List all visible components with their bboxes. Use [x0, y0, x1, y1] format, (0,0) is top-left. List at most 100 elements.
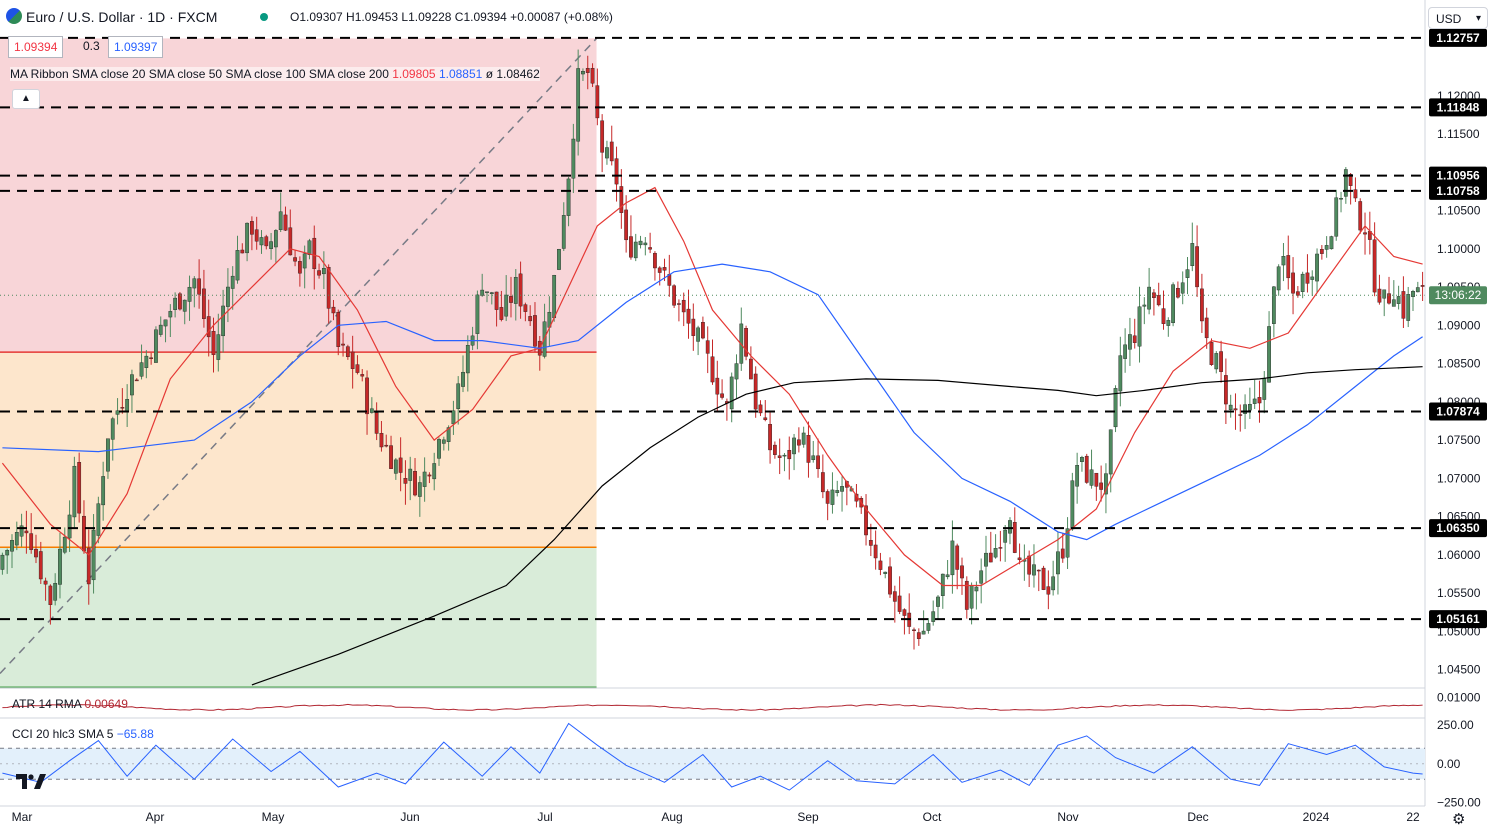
candle	[1262, 371, 1267, 414]
candle-body	[29, 533, 34, 550]
candle	[1060, 532, 1065, 563]
tradingview-logo-icon[interactable]	[16, 771, 48, 791]
level-price-label-bg	[1429, 181, 1487, 200]
candle	[1406, 286, 1411, 328]
x-tick-label: May	[262, 810, 285, 824]
atr-legend[interactable]: ATR 14 RMA 0.00649	[12, 697, 128, 711]
candle	[1204, 307, 1209, 349]
candle	[715, 360, 720, 412]
candle-body	[1147, 286, 1151, 310]
candle	[1104, 463, 1108, 514]
candle	[379, 420, 384, 452]
candle-body	[1003, 529, 1008, 543]
candle-body	[653, 252, 657, 269]
countdown-bg	[1429, 286, 1487, 305]
candle	[297, 256, 302, 287]
candle-body	[1046, 586, 1051, 595]
candle-body	[1224, 375, 1228, 405]
candle	[782, 453, 787, 472]
candle-body	[216, 334, 221, 360]
level-price-label: 1.11848	[1437, 100, 1480, 114]
candle-body	[840, 486, 844, 492]
candle-body	[1070, 480, 1075, 530]
candle	[38, 541, 43, 584]
candle	[1089, 449, 1094, 489]
candle-body	[605, 147, 609, 159]
candle	[1051, 560, 1056, 596]
candle-body	[974, 586, 979, 592]
candle	[417, 476, 422, 517]
candle-body	[1128, 334, 1132, 350]
candle	[48, 584, 53, 625]
candle-body	[509, 296, 513, 303]
candle-body	[192, 278, 197, 289]
candle	[1209, 338, 1214, 366]
candle-body	[811, 455, 816, 460]
candle	[1286, 235, 1291, 290]
candle-body	[197, 278, 201, 295]
candle-body	[158, 324, 163, 335]
sell-price-button[interactable]: 1.09394	[8, 36, 64, 58]
candle	[369, 397, 374, 414]
candle	[154, 326, 158, 363]
candle-body	[1233, 408, 1238, 411]
candle-body	[489, 292, 494, 295]
candle	[816, 438, 820, 478]
symbol-title[interactable]: Euro / U.S. Dollar · 1D · FXCM	[26, 9, 218, 25]
candle	[864, 494, 868, 546]
currency-select[interactable]: USD	[1428, 7, 1488, 30]
candle	[696, 325, 700, 356]
y-tick-label: 1.07000	[1437, 471, 1481, 485]
level-price-label-bg	[1429, 519, 1487, 538]
candle-body	[82, 515, 86, 552]
candle	[1387, 276, 1391, 305]
gear-icon[interactable]: ⚙	[1452, 811, 1466, 828]
candle-body	[475, 294, 480, 334]
buy-price-button[interactable]: 1.09397	[108, 36, 164, 58]
candle-body	[609, 141, 614, 162]
candle	[1219, 340, 1223, 383]
candle-body	[437, 439, 441, 459]
candle-body	[1118, 355, 1123, 392]
candle-body	[77, 462, 82, 514]
candle	[811, 440, 816, 463]
candle	[581, 68, 585, 82]
candle-body	[1185, 269, 1190, 278]
cci-legend[interactable]: CCI 20 hlc3 SMA 5 −65.88	[12, 727, 154, 741]
ma-ribbon-legend[interactable]: MA Ribbon SMA close 20 SMA close 50 SMA …	[10, 67, 540, 81]
candle-body	[1319, 249, 1324, 254]
candle	[1358, 198, 1363, 234]
y-tick-label: 1.06000	[1437, 548, 1481, 562]
candle	[1295, 286, 1300, 298]
candle	[609, 125, 614, 166]
sma200-value: 1.08462	[496, 67, 540, 81]
candle	[1324, 236, 1329, 258]
candle-body	[1200, 288, 1204, 322]
candle	[585, 55, 590, 90]
candle-body	[964, 580, 969, 610]
candle	[974, 581, 979, 610]
candle-body	[1123, 344, 1128, 359]
candle	[1099, 465, 1104, 502]
candle	[657, 266, 662, 286]
candle	[245, 222, 249, 262]
level-price-label: 1.06350	[1436, 521, 1480, 535]
candle-body	[1257, 397, 1262, 404]
candle	[1348, 172, 1353, 205]
candle	[360, 369, 365, 382]
x-tick-label: Aug	[661, 810, 682, 824]
candle	[1214, 351, 1219, 374]
candle	[461, 355, 465, 393]
candle	[1377, 274, 1382, 305]
candle-body	[1358, 201, 1363, 231]
candle-body	[1051, 576, 1056, 591]
candle	[1017, 543, 1022, 565]
candle	[19, 513, 24, 547]
collapse-legend-button[interactable]: ▲	[12, 89, 40, 109]
candle-body	[1056, 551, 1060, 575]
candle	[345, 344, 350, 360]
candle	[605, 140, 609, 165]
x-tick-label: 22	[1406, 810, 1420, 824]
candle	[485, 291, 489, 303]
